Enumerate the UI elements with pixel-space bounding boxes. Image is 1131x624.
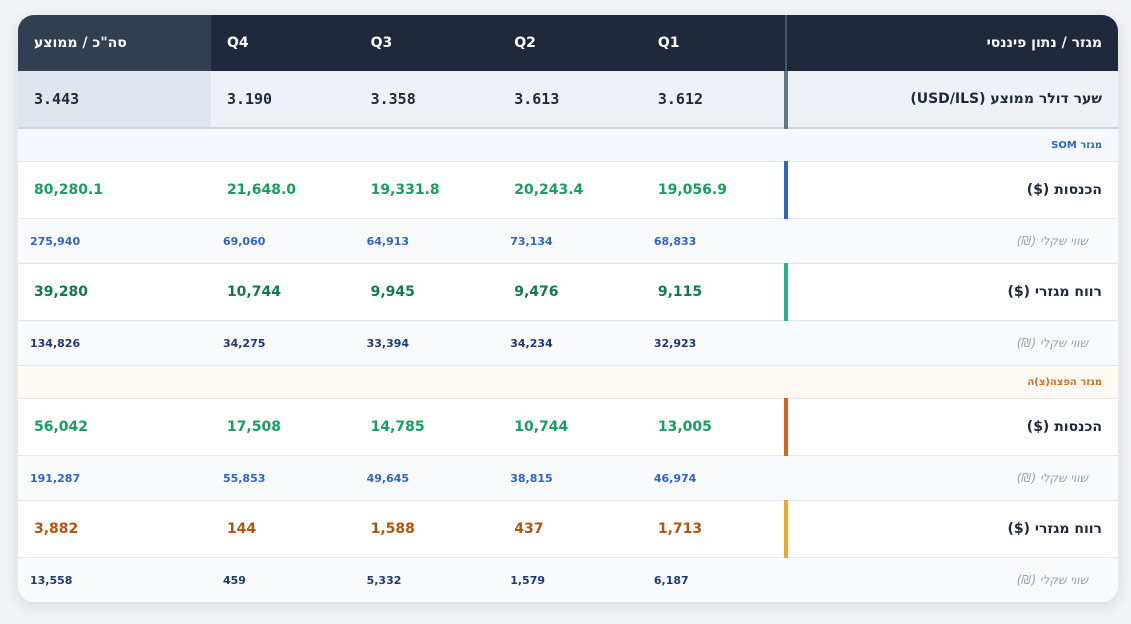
som-revenue-ils-row: שווי שקלי (₪) 68,833 73,134 64,913 69,06… <box>18 218 1118 264</box>
dist-revenue-q3: 14,785 <box>354 398 499 456</box>
header-q1: Q1 <box>641 15 786 71</box>
som-revenue-ils-q2: 73,134 <box>498 218 642 264</box>
dist-profit-q3: 1,588 <box>354 500 499 558</box>
dist-revenue-q1: 13,005 <box>641 398 786 456</box>
dist-profit-q1: 1,713 <box>641 500 786 558</box>
dist-revenue-q2: 10,744 <box>498 398 642 456</box>
som-profit-row: רווח מגזרי ($) 9,115 9,476 9,945 10,744 … <box>18 263 1118 321</box>
dist-profit-ils-q3: 5,332 <box>354 557 499 602</box>
fx-q4: 3.190 <box>210 71 355 129</box>
som-profit-ils-q4: 34,275 <box>210 320 355 366</box>
dist-profit-ils-row: שווי שקלי (₪) 6,187 1,579 5,332 459 13,5… <box>18 557 1118 602</box>
fx-rate-row: שער דולר ממוצע (USD/ILS) 3.612 3.613 3.3… <box>18 71 1118 129</box>
som-profit-ils-q1: 32,923 <box>641 320 786 366</box>
som-profit-ils-total: 134,826 <box>18 320 211 366</box>
dist-revenue-row: הכנסות ($) 13,005 10,744 14,785 17,508 5… <box>18 398 1118 456</box>
fx-rate-label: שער דולר ממוצע (USD/ILS) <box>783 71 1118 129</box>
fx-total: 3.443 <box>18 71 211 129</box>
som-profit-total: 39,280 <box>18 263 211 321</box>
dist-profit-ils-total: 13,558 <box>18 557 211 602</box>
dist-revenue-ils-q1: 46,974 <box>641 455 786 501</box>
header-total: סה"כ / ממוצע <box>18 15 211 71</box>
dist-profit-total: 3,882 <box>18 500 211 558</box>
som-revenue-total: 80,280.1 <box>18 161 211 219</box>
fx-q3: 3.358 <box>354 71 499 129</box>
table-header: מגזר / נתון פיננסי Q1 Q2 Q3 Q4 סה"כ / ממ… <box>18 15 1118 71</box>
som-profit-q1: 9,115 <box>641 263 786 321</box>
dist-revenue-ils-label: שווי שקלי (₪) <box>785 455 1118 501</box>
dist-profit-q2: 437 <box>498 500 642 558</box>
som-revenue-q3: 19,331.8 <box>354 161 499 219</box>
som-profit-ils-q3: 33,394 <box>354 320 499 366</box>
som-profit-q4: 10,744 <box>210 263 355 321</box>
section-title-dist: מגזר הפצה(צ)ה <box>18 365 1118 399</box>
dist-revenue-q4: 17,508 <box>210 398 355 456</box>
dist-profit-q4: 144 <box>210 500 355 558</box>
som-revenue-label: הכנסות ($) <box>783 161 1118 219</box>
dist-revenue-ils-row: שווי שקלי (₪) 46,974 38,815 49,645 55,85… <box>18 455 1118 501</box>
som-profit-ils-q2: 34,234 <box>498 320 642 366</box>
section-header-som: מגזר SOM <box>18 128 1118 162</box>
dist-revenue-ils-q3: 49,645 <box>354 455 499 501</box>
som-revenue-q4: 21,648.0 <box>210 161 355 219</box>
som-revenue-row: הכנסות ($) 19,056.9 20,243.4 19,331.8 21… <box>18 161 1118 219</box>
section-title-som: מגזר SOM <box>18 128 1118 162</box>
dist-profit-ils-q2: 1,579 <box>498 557 642 602</box>
dist-revenue-ils-total: 191,287 <box>18 455 211 501</box>
dist-revenue-ils-q4: 55,853 <box>210 455 355 501</box>
som-profit-label: רווח מגזרי ($) <box>783 263 1118 321</box>
fx-q2: 3.613 <box>498 71 642 129</box>
som-revenue-ils-q4: 69,060 <box>210 218 355 264</box>
financial-table-card: מגזר / נתון פיננסי Q1 Q2 Q3 Q4 סה"כ / ממ… <box>18 15 1118 602</box>
section-header-dist: מגזר הפצה(צ)ה <box>18 365 1118 399</box>
dist-revenue-label: הכנסות ($) <box>783 398 1118 456</box>
dist-revenue-ils-q2: 38,815 <box>498 455 642 501</box>
som-revenue-ils-label: שווי שקלי (₪) <box>785 218 1118 264</box>
som-revenue-ils-q1: 68,833 <box>641 218 786 264</box>
dist-profit-ils-q1: 6,187 <box>641 557 786 602</box>
som-profit-ils-label: שווי שקלי (₪) <box>785 320 1118 366</box>
som-revenue-q2: 20,243.4 <box>498 161 642 219</box>
dist-revenue-total: 56,042 <box>18 398 211 456</box>
som-profit-ils-row: שווי שקלי (₪) 32,923 34,234 33,394 34,27… <box>18 320 1118 366</box>
som-revenue-ils-q3: 64,913 <box>354 218 499 264</box>
header-q4: Q4 <box>210 15 355 71</box>
som-profit-q3: 9,945 <box>354 263 499 321</box>
dist-profit-label: רווח מגזרי ($) <box>783 500 1118 558</box>
header-q2: Q2 <box>498 15 642 71</box>
som-profit-q2: 9,476 <box>498 263 642 321</box>
dist-profit-ils-q4: 459 <box>210 557 355 602</box>
dist-profit-row: רווח מגזרי ($) 1,713 437 1,588 144 3,882 <box>18 500 1118 558</box>
fx-q1: 3.612 <box>641 71 786 129</box>
header-label-col: מגזר / נתון פיננסי <box>784 15 1118 71</box>
som-revenue-ils-total: 275,940 <box>18 218 211 264</box>
financial-table: מגזר / נתון פיננסי Q1 Q2 Q3 Q4 סה"כ / ממ… <box>18 15 1118 602</box>
dist-profit-ils-label: שווי שקלי (₪) <box>785 557 1118 602</box>
som-revenue-q1: 19,056.9 <box>641 161 786 219</box>
header-q3: Q3 <box>354 15 499 71</box>
